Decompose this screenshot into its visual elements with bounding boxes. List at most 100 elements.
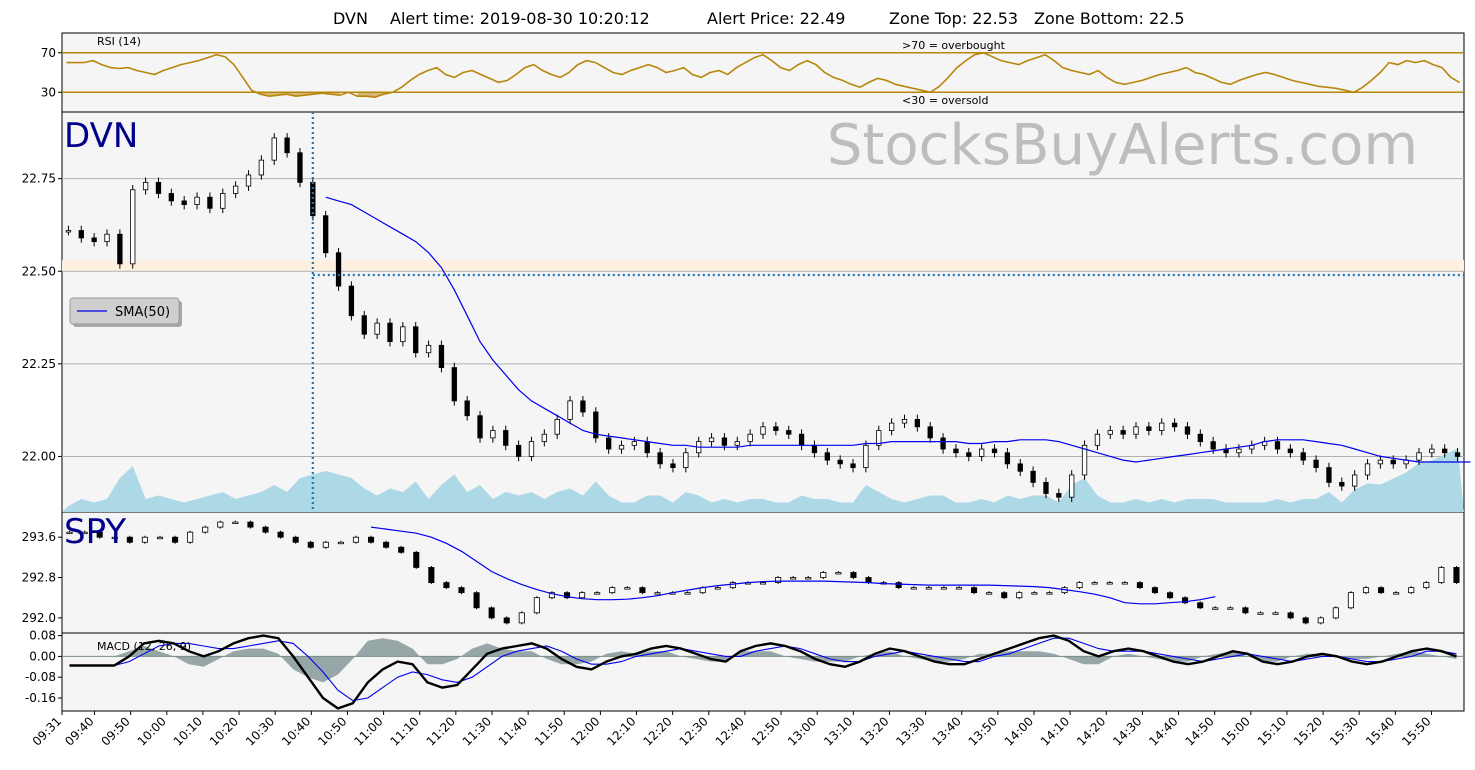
dvn-candle	[271, 133, 277, 165]
rsi-ytick-30-label: 30	[41, 85, 56, 99]
dvn-candle-body	[1043, 481, 1049, 494]
dvn-candle	[232, 181, 239, 199]
spy-candle-body	[971, 587, 978, 594]
dvn-candle	[451, 362, 457, 406]
spy-candle	[232, 520, 239, 524]
dvn-candle-body	[901, 419, 908, 424]
spy-candle-body	[1393, 592, 1400, 595]
dvn-candle-body	[1184, 426, 1191, 435]
spy-candle-body	[277, 531, 284, 538]
dvn-candle-body	[554, 419, 560, 435]
dvn-candle-body	[734, 441, 740, 446]
dvn-candle-body	[490, 430, 496, 439]
spy-candle-body	[1347, 592, 1354, 609]
time-tick-label: 15:20	[1291, 714, 1325, 748]
spy-candle-body	[428, 567, 435, 583]
time-tick-label: 13:40	[929, 714, 963, 748]
dvn-candle	[991, 444, 998, 458]
spy-candle-body	[156, 536, 164, 540]
spy-candle-body	[141, 536, 148, 543]
spy-candle-body	[126, 536, 133, 543]
spy-candle	[609, 586, 616, 595]
dvn-candle	[914, 414, 920, 432]
dvn-candle	[708, 433, 715, 447]
dvn-candle-body	[142, 181, 149, 191]
spy-candle	[1362, 586, 1370, 595]
time-tick-label: 15:40	[1363, 714, 1397, 748]
spy-candle-body	[473, 592, 480, 609]
spy-candle-body	[398, 546, 405, 553]
dvn-candle-body	[747, 433, 753, 443]
dvn-candle-body	[837, 459, 843, 465]
spy-candle-body	[1046, 592, 1053, 595]
dvn-candle-body	[786, 430, 792, 435]
spy-candle	[96, 530, 103, 539]
time-tick-label: 13:00	[785, 714, 819, 748]
time-tick-label: 13:20	[857, 714, 891, 748]
spy-candle	[337, 540, 344, 545]
spy-candle	[262, 525, 269, 534]
dvn-candle	[1313, 455, 1319, 473]
dvn-candle-body	[1197, 433, 1203, 443]
spy-candle	[714, 586, 721, 590]
dvn-candle-body	[207, 196, 213, 209]
dvn-candle-body	[1287, 448, 1294, 454]
dvn-candle-body	[104, 233, 110, 243]
chart-title: DVN Alert time: 2019-08-30 10:20:12 Aler…	[333, 9, 1185, 28]
dvn-candle-body	[503, 430, 509, 446]
spy-candle	[971, 586, 978, 595]
dvn-candle	[786, 425, 792, 440]
spy-candle	[940, 586, 947, 590]
spy-candle-body	[458, 587, 465, 594]
spy-candle	[383, 540, 390, 549]
spy-candle	[292, 535, 299, 544]
dvn-candle-body	[425, 344, 432, 354]
spy-candle	[955, 586, 963, 590]
spy-candle-body	[1423, 582, 1430, 589]
dvn-candle	[1326, 462, 1332, 488]
spy-candle	[1212, 606, 1219, 610]
dvn-candle-body	[657, 452, 663, 465]
dvn-candle-body	[1030, 470, 1036, 483]
spy-candle-body	[1332, 607, 1339, 619]
dvn-candle	[361, 310, 367, 340]
spy-candle-body	[232, 521, 239, 524]
spy-candle	[624, 586, 631, 590]
dvn-candle	[1056, 488, 1062, 502]
rsi-legend: RSI (14)	[97, 35, 141, 48]
spy-panel	[61, 511, 1465, 634]
spy-candle-body	[413, 551, 420, 568]
spy-candle	[398, 545, 405, 554]
dvn-candle-body	[1094, 433, 1101, 446]
spy-candle-body	[352, 536, 360, 543]
spy-candle	[1378, 586, 1385, 595]
dvn-candle-body	[876, 430, 882, 446]
title-ticker: DVN	[333, 9, 368, 28]
spy-candle-body	[292, 536, 299, 543]
macd-ytick-label: 0.08	[29, 629, 56, 643]
dvn-candle-body	[438, 344, 445, 368]
dvn-candle-body	[65, 230, 72, 233]
rsi-ytick-70-label: 70	[41, 46, 56, 60]
dvn-ytick-label: 22.50	[22, 264, 56, 278]
spy-candle	[368, 535, 375, 544]
spy-candle-body	[1182, 597, 1189, 604]
dvn-candle-body	[1236, 448, 1242, 454]
dvn-candle-body	[631, 441, 638, 446]
spy-candle	[820, 571, 827, 579]
spy-candle	[247, 520, 254, 529]
spy-candle	[1257, 611, 1264, 615]
spy-candle	[187, 530, 194, 544]
dvn-candle	[1133, 422, 1139, 440]
spy-candle	[1016, 591, 1023, 600]
spy-candle-body	[217, 521, 224, 528]
time-tick-label: 14:40	[1146, 714, 1180, 748]
spy-candle-body	[1121, 582, 1128, 585]
dvn-candle-body	[1107, 430, 1113, 435]
time-tick-label: 11:40	[496, 714, 530, 748]
time-tick-label: 10:40	[279, 714, 313, 748]
dvn-candle	[515, 440, 522, 462]
time-tick-label: 13:30	[893, 714, 927, 748]
time-tick-label: 12:50	[749, 714, 783, 748]
dvn-candle-body	[721, 437, 728, 446]
